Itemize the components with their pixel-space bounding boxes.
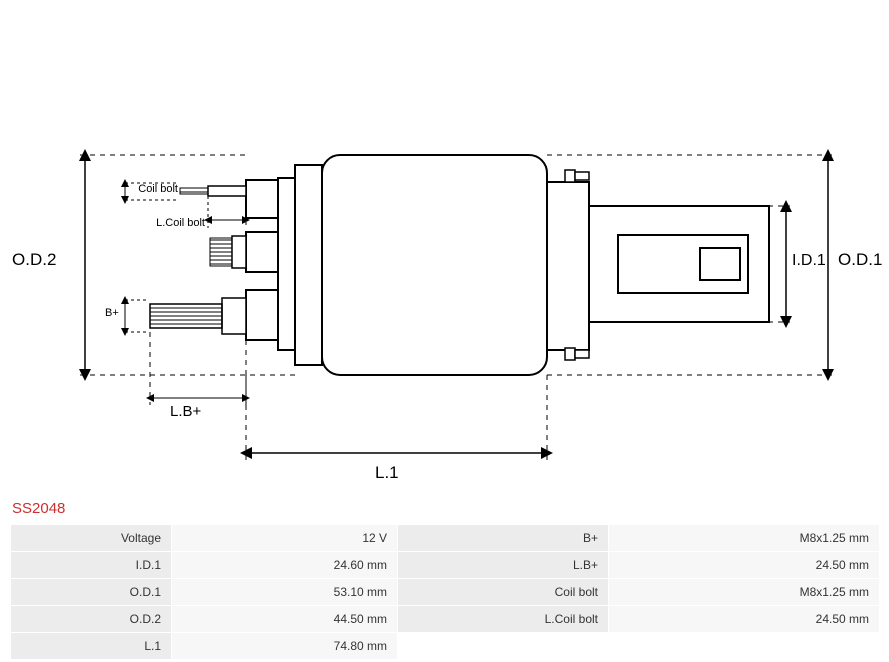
spec-label: L.Coil bolt bbox=[398, 606, 608, 632]
spec-label: O.D.2 bbox=[11, 606, 171, 632]
table-row: O.D.1 53.10 mm Coil bolt M8x1.25 mm bbox=[11, 579, 879, 605]
spec-value: M8x1.25 mm bbox=[609, 579, 879, 605]
technical-diagram: O.D.2 O.D.1 I.D.1 L.1 L.B+ B+ Coil bolt … bbox=[0, 20, 889, 490]
table-row: I.D.1 24.60 mm L.B+ 24.50 mm bbox=[11, 552, 879, 578]
spec-value: 53.10 mm bbox=[172, 579, 397, 605]
label-coilbolt: Coil bolt bbox=[130, 183, 178, 195]
spec-label: Voltage bbox=[11, 525, 171, 551]
table-row: O.D.2 44.50 mm L.Coil bolt 24.50 mm bbox=[11, 606, 879, 632]
spec-value: 44.50 mm bbox=[172, 606, 397, 632]
label-bplus: B+ bbox=[105, 307, 119, 319]
spec-value: 24.60 mm bbox=[172, 552, 397, 578]
label-l1: L.1 bbox=[375, 463, 399, 483]
spec-table: Voltage 12 V B+ M8x1.25 mm I.D.1 24.60 m… bbox=[10, 524, 880, 660]
table-row: Voltage 12 V B+ M8x1.25 mm bbox=[11, 525, 879, 551]
spec-label: B+ bbox=[398, 525, 608, 551]
label-lcoilbolt: L.Coil bolt bbox=[150, 217, 205, 229]
spec-label: Coil bolt bbox=[398, 579, 608, 605]
spec-label bbox=[398, 633, 608, 659]
spec-value: 74.80 mm bbox=[172, 633, 397, 659]
spec-label: O.D.1 bbox=[11, 579, 171, 605]
label-id1: I.D.1 bbox=[792, 252, 826, 270]
spec-label: L.1 bbox=[11, 633, 171, 659]
spec-label: I.D.1 bbox=[11, 552, 171, 578]
spec-value: M8x1.25 mm bbox=[609, 525, 879, 551]
spec-value: 12 V bbox=[172, 525, 397, 551]
label-od1: O.D.1 bbox=[838, 250, 882, 270]
label-od2: O.D.2 bbox=[12, 250, 56, 270]
spec-value bbox=[609, 633, 879, 659]
label-lbplus: L.B+ bbox=[170, 403, 201, 420]
table-row: L.1 74.80 mm bbox=[11, 633, 879, 659]
spec-value: 24.50 mm bbox=[609, 606, 879, 632]
spec-label: L.B+ bbox=[398, 552, 608, 578]
diagram-svg bbox=[0, 20, 889, 490]
spec-value: 24.50 mm bbox=[609, 552, 879, 578]
part-code: SS2048 bbox=[12, 500, 65, 517]
